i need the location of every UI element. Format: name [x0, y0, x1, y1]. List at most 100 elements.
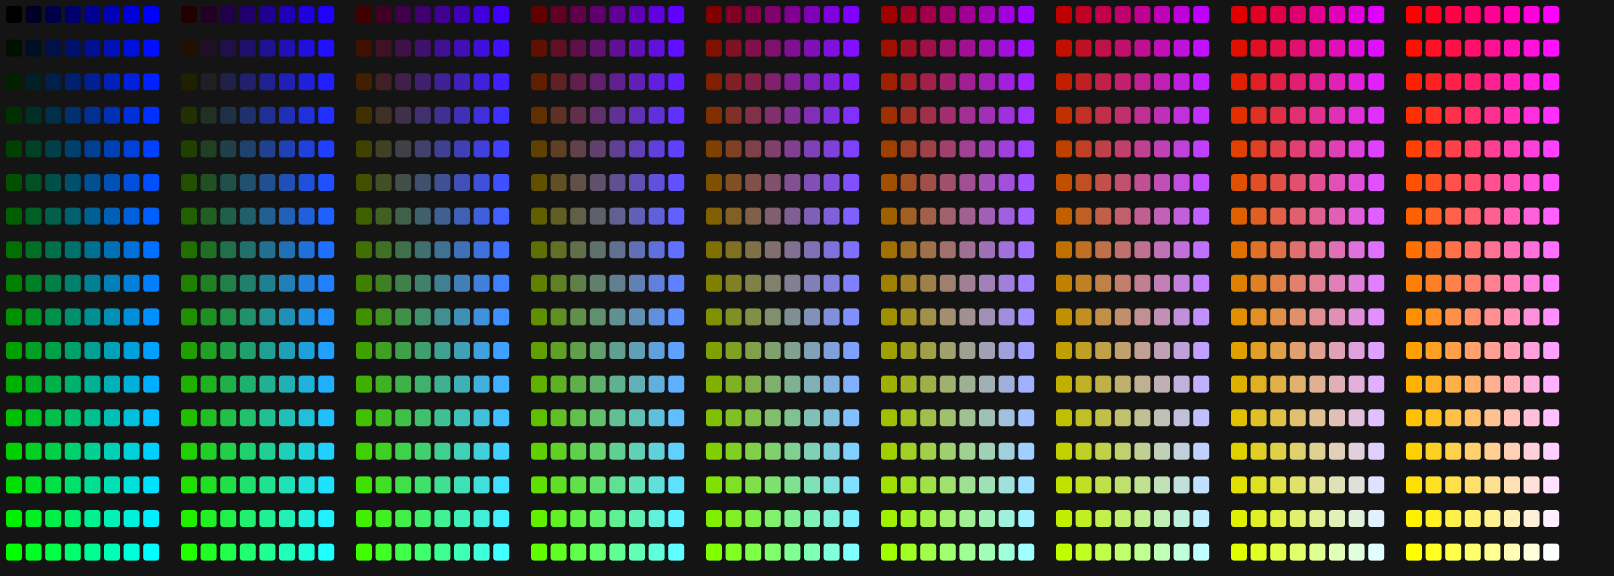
color-swatch	[1231, 174, 1247, 191]
color-swatch	[725, 308, 742, 326]
color-swatch	[745, 442, 762, 460]
color-swatch	[823, 207, 840, 225]
color-swatch	[434, 73, 451, 91]
color-swatch	[939, 140, 956, 158]
color-swatch	[881, 174, 897, 191]
color-swatch	[25, 39, 42, 57]
color-swatch	[45, 274, 62, 292]
color-swatch	[668, 241, 685, 259]
color-swatch	[84, 140, 101, 158]
color-swatch	[25, 274, 42, 292]
color-swatch	[123, 140, 140, 158]
color-swatch	[1406, 543, 1422, 561]
color-swatch	[143, 274, 160, 292]
color-swatch	[1484, 409, 1501, 427]
color-swatch	[6, 543, 22, 561]
color-swatch	[804, 106, 820, 124]
color-swatch	[181, 73, 197, 91]
color-swatch	[1543, 510, 1560, 527]
color-swatch	[298, 140, 315, 158]
color-swatch	[1270, 308, 1287, 326]
color-swatch	[648, 510, 665, 527]
color-swatch	[1348, 476, 1365, 494]
color-swatch	[473, 409, 490, 427]
color-swatch	[1173, 39, 1190, 57]
color-swatch	[823, 375, 840, 393]
color-swatch	[725, 207, 742, 225]
color-swatch	[143, 106, 160, 124]
color-swatch	[843, 308, 860, 326]
color-swatch	[1114, 476, 1131, 494]
color-swatch	[1348, 140, 1365, 158]
color-swatch	[1056, 6, 1072, 23]
color-swatch	[1075, 106, 1092, 124]
color-swatch	[1484, 442, 1501, 460]
color-swatch	[1134, 140, 1151, 158]
color-swatch	[1018, 6, 1035, 23]
color-swatch	[1095, 39, 1112, 57]
color-swatch	[784, 342, 801, 359]
color-swatch	[648, 207, 665, 225]
color-swatch	[648, 375, 665, 393]
color-swatch	[395, 106, 412, 124]
color-swatch	[6, 207, 22, 225]
color-swatch	[843, 207, 860, 225]
color-swatch	[200, 510, 217, 527]
color-swatch	[550, 543, 567, 561]
color-swatch	[279, 39, 295, 57]
color-swatch	[570, 106, 587, 124]
color-swatch	[1406, 73, 1422, 91]
color-swatch	[843, 39, 860, 57]
color-swatch	[843, 106, 860, 124]
color-swatch	[609, 543, 626, 561]
color-swatch	[298, 342, 315, 359]
color-swatch	[1523, 140, 1540, 158]
color-swatch	[706, 207, 722, 225]
color-swatch	[395, 174, 412, 191]
color-swatch	[200, 442, 217, 460]
color-swatch	[1523, 510, 1540, 527]
color-swatch	[550, 375, 567, 393]
color-swatch	[1368, 39, 1385, 57]
color-swatch	[143, 39, 160, 57]
color-swatch	[473, 342, 490, 359]
color-swatch	[318, 73, 335, 91]
color-swatch	[668, 543, 685, 561]
color-swatch	[998, 73, 1015, 91]
color-swatch	[45, 342, 62, 359]
color-swatch	[843, 442, 860, 460]
color-swatch	[1368, 543, 1385, 561]
color-swatch	[1018, 73, 1035, 91]
color-swatch	[998, 106, 1015, 124]
color-swatch	[64, 140, 81, 158]
color-swatch	[998, 39, 1015, 57]
color-swatch	[979, 39, 995, 57]
color-swatch	[1543, 274, 1560, 292]
color-swatch	[1289, 274, 1306, 292]
color-swatch	[570, 140, 587, 158]
color-swatch	[823, 442, 840, 460]
color-swatch	[550, 308, 567, 326]
color-swatch	[979, 140, 995, 158]
color-swatch	[1504, 543, 1520, 561]
color-swatch	[1154, 6, 1170, 23]
color-swatch	[279, 6, 295, 23]
swatch-block	[6, 6, 160, 561]
color-swatch	[143, 510, 160, 527]
color-swatch	[220, 274, 237, 292]
color-swatch	[220, 73, 237, 91]
color-swatch	[745, 73, 762, 91]
color-swatch	[1348, 308, 1365, 326]
color-swatch	[1329, 476, 1345, 494]
color-swatch	[414, 274, 431, 292]
color-swatch	[668, 308, 685, 326]
color-swatch	[900, 375, 917, 393]
color-swatch	[298, 106, 315, 124]
color-swatch	[279, 375, 295, 393]
color-swatch	[434, 106, 451, 124]
color-swatch	[1464, 409, 1481, 427]
color-swatch	[1484, 308, 1501, 326]
color-swatch	[1329, 207, 1345, 225]
color-swatch	[1425, 476, 1442, 494]
color-swatch	[6, 241, 22, 259]
